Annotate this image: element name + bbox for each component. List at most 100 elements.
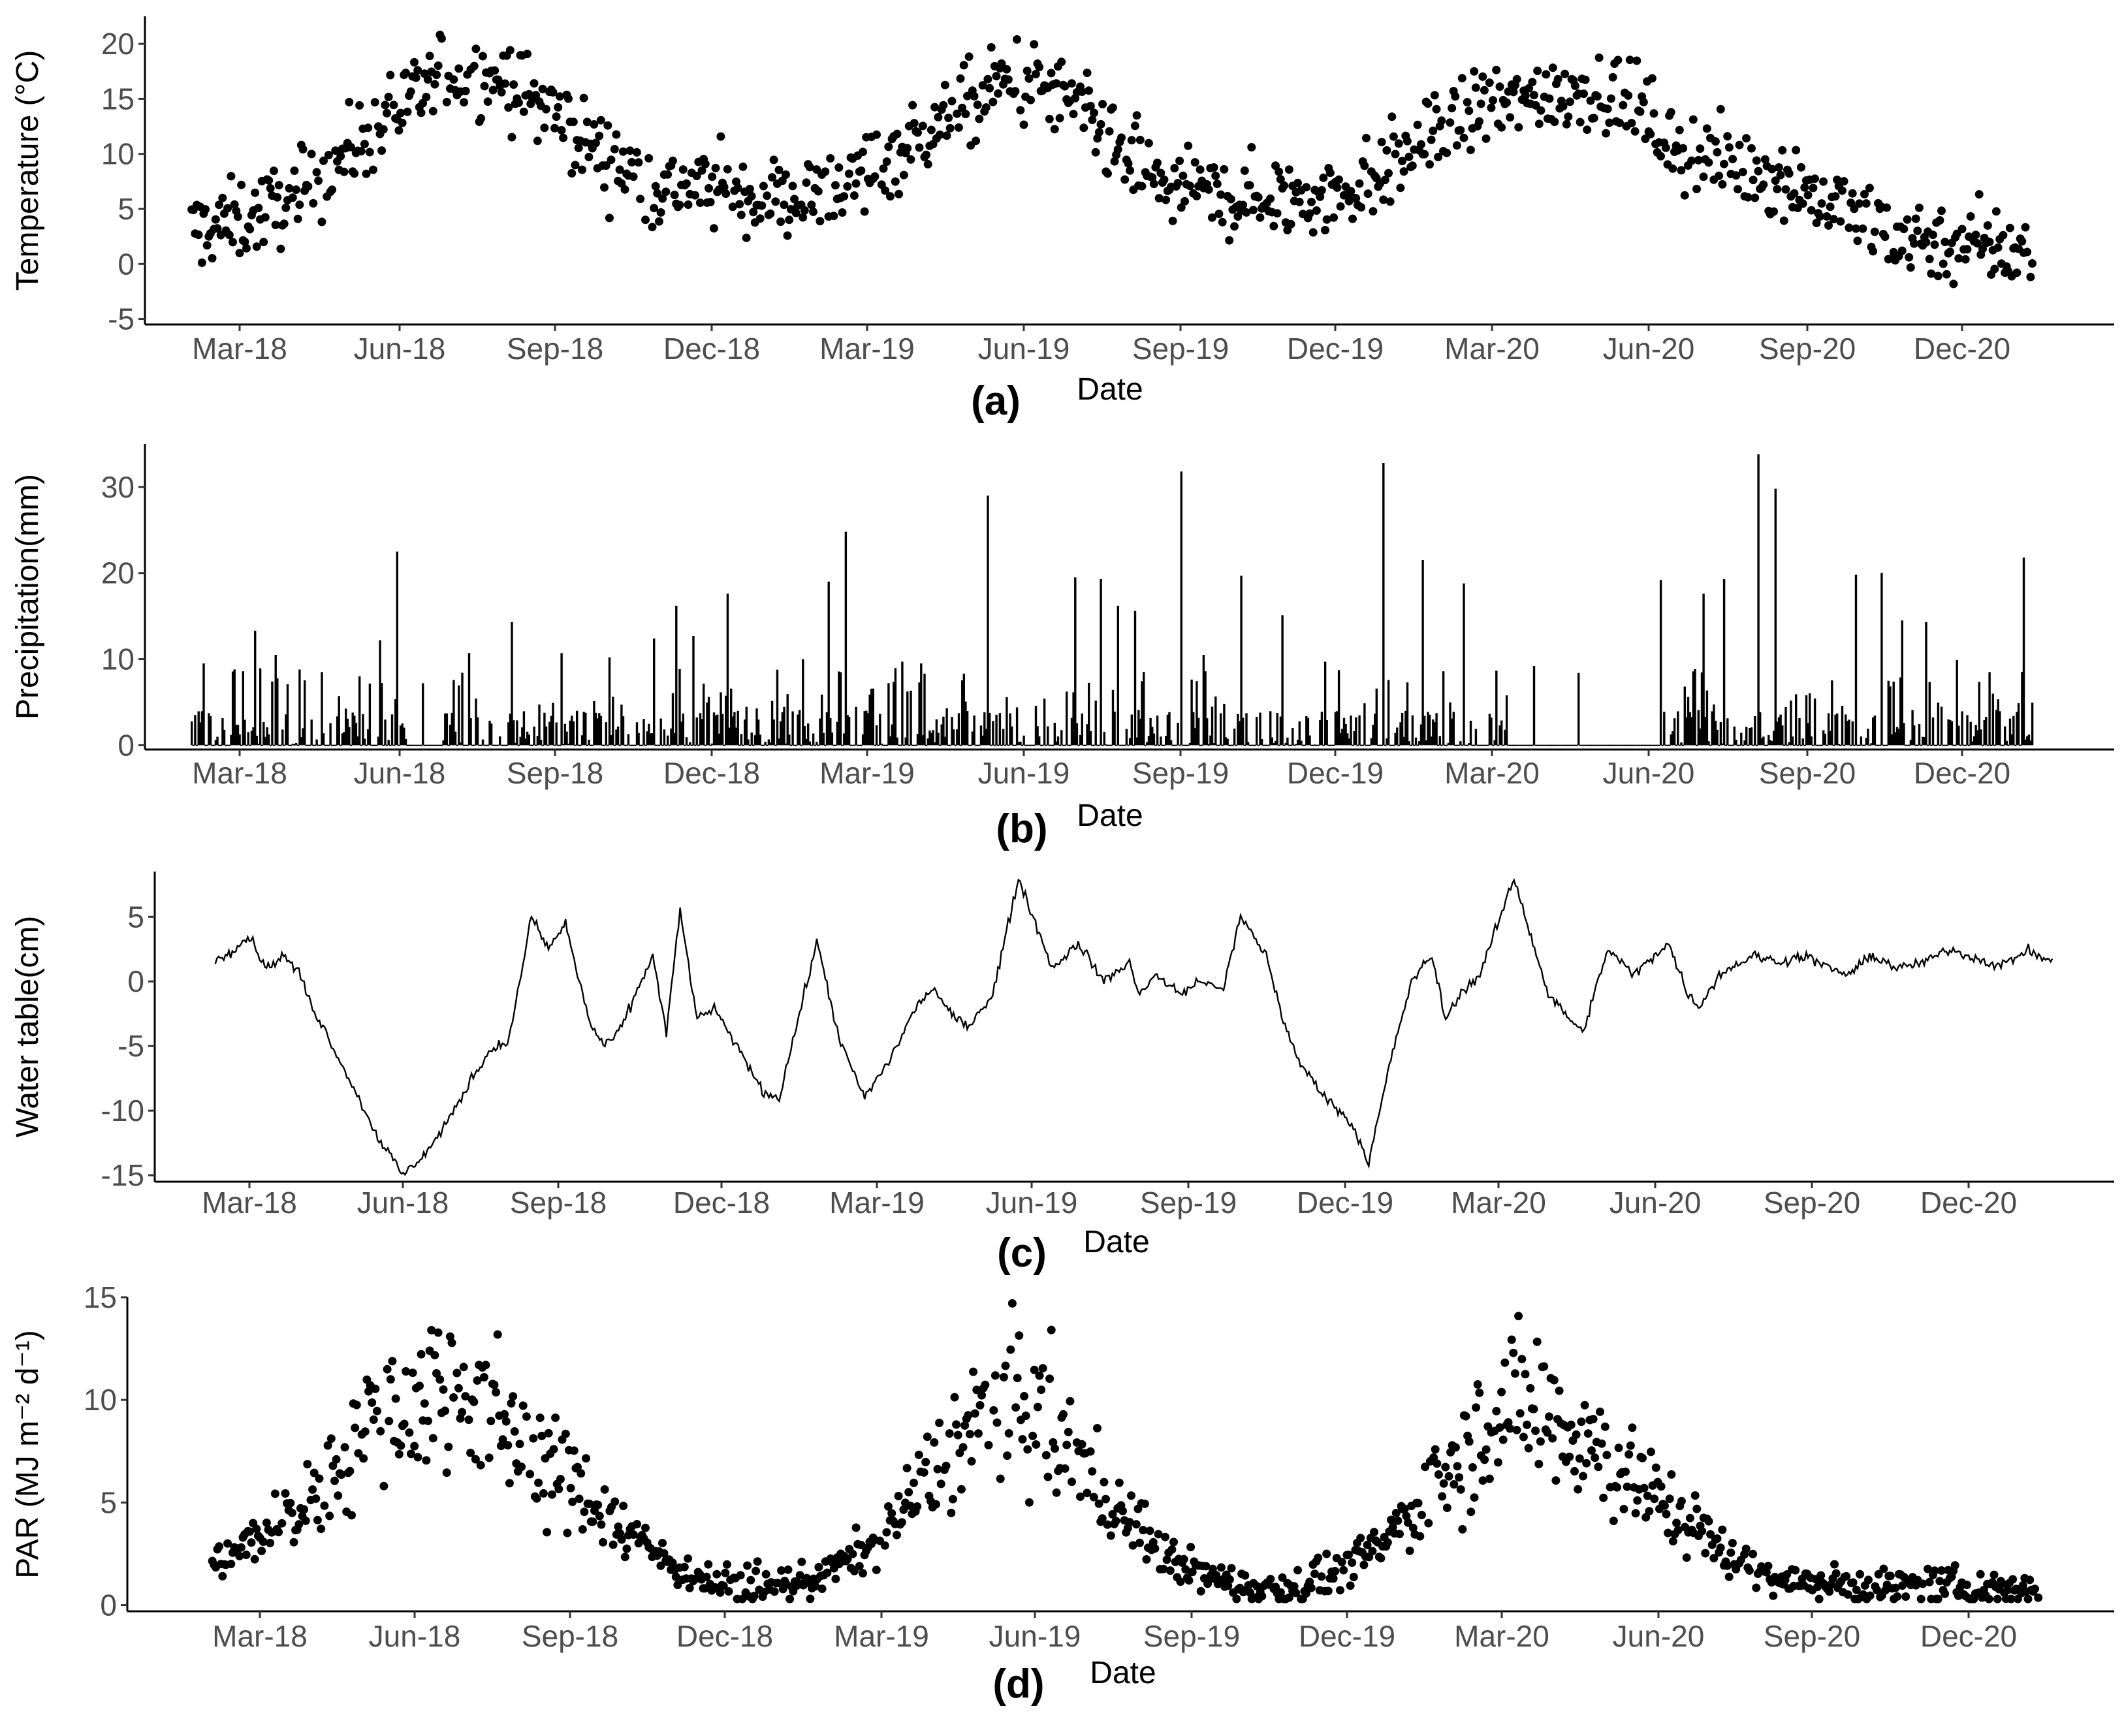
precip-bar xyxy=(668,744,671,746)
data-point xyxy=(1949,279,1958,289)
data-point xyxy=(1013,35,1021,44)
data-point xyxy=(1085,86,1094,95)
precip-bar xyxy=(1740,733,1743,746)
data-point xyxy=(859,148,867,157)
precip-bar xyxy=(360,744,362,746)
precip-bar xyxy=(839,672,842,746)
precip-bar xyxy=(1132,744,1135,746)
data-point xyxy=(934,113,943,121)
precip-bar xyxy=(1199,744,1201,746)
precip-bar xyxy=(1651,744,1654,746)
data-point xyxy=(2023,247,2032,257)
data-point xyxy=(422,93,431,102)
data-point xyxy=(394,126,404,135)
precip-bar xyxy=(1295,744,1297,746)
data-point xyxy=(1207,213,1216,222)
data-point xyxy=(351,1423,360,1432)
precip-bar xyxy=(495,744,498,746)
precip-bar xyxy=(238,734,241,746)
data-point xyxy=(286,1498,295,1507)
precip-bar xyxy=(1175,744,1178,746)
data-point xyxy=(1016,106,1025,115)
data-point xyxy=(831,181,840,190)
precip-bar xyxy=(1221,744,1224,746)
precip-bar xyxy=(618,744,621,746)
precip-bar xyxy=(1878,744,1881,746)
data-point xyxy=(1363,189,1372,198)
data-point xyxy=(1110,157,1119,166)
precip-bar xyxy=(627,734,630,746)
data-point xyxy=(1773,185,1782,194)
precip-bar xyxy=(1403,736,1405,746)
data-point xyxy=(293,214,302,223)
data-point xyxy=(1472,1403,1481,1412)
data-point xyxy=(746,1575,755,1585)
precip-bar xyxy=(690,744,693,746)
data-point xyxy=(1962,1581,1971,1589)
data-point xyxy=(1442,1504,1451,1512)
precip-bar xyxy=(1375,688,1378,746)
precip-bar xyxy=(353,716,356,746)
data-point xyxy=(1470,67,1479,76)
precip-bar xyxy=(343,731,345,746)
data-point xyxy=(197,258,206,267)
data-point xyxy=(1093,1424,1102,1432)
precip-bar xyxy=(1399,722,1402,746)
data-point xyxy=(855,1562,864,1571)
precip-bar xyxy=(1630,744,1633,746)
data-point xyxy=(695,198,705,207)
precip-bar xyxy=(381,683,383,746)
data-point xyxy=(710,1583,720,1592)
data-point xyxy=(783,231,792,240)
data-point xyxy=(532,1494,541,1503)
data-point xyxy=(1391,1509,1401,1517)
data-point xyxy=(1850,204,1859,213)
data-point xyxy=(1498,1435,1508,1444)
data-point xyxy=(1167,1545,1177,1554)
precip-bar xyxy=(1668,744,1671,746)
precip-bar xyxy=(714,716,717,746)
precip-bar xyxy=(1089,731,1092,746)
data-point xyxy=(312,168,321,177)
precip-bar xyxy=(624,744,626,746)
precip-bar xyxy=(1766,744,1768,746)
precip-bar xyxy=(286,684,289,746)
data-point xyxy=(1626,1441,1635,1450)
precip-bar xyxy=(543,712,546,746)
data-point xyxy=(403,107,412,116)
data-point xyxy=(609,1540,618,1549)
data-point xyxy=(213,224,222,233)
data-point xyxy=(636,195,645,204)
data-point xyxy=(1333,183,1342,192)
data-point xyxy=(202,241,212,250)
precip-bar xyxy=(288,744,291,746)
data-point xyxy=(1633,1496,1642,1505)
data-point xyxy=(1220,165,1229,174)
data-point xyxy=(346,142,355,151)
data-point xyxy=(658,194,667,203)
data-point xyxy=(1602,1451,1611,1460)
precip-bar xyxy=(1064,744,1066,746)
precip-bar xyxy=(1906,744,1909,746)
data-point xyxy=(1836,217,1845,226)
precip-bar xyxy=(480,744,483,746)
precip-bar xyxy=(404,738,407,746)
data-point xyxy=(653,189,662,198)
precip-bar xyxy=(209,716,212,746)
precip-bar xyxy=(1308,735,1311,746)
data-point xyxy=(227,1560,236,1568)
data-point xyxy=(1387,1515,1395,1524)
precip-bar xyxy=(816,742,818,746)
precip-bar xyxy=(866,713,870,746)
data-point xyxy=(1583,1429,1593,1438)
data-point xyxy=(365,148,374,157)
data-point xyxy=(1946,247,1955,257)
data-point xyxy=(240,237,249,246)
precip-bar xyxy=(1009,713,1011,746)
precip-bar xyxy=(766,744,769,746)
data-point xyxy=(1559,102,1568,111)
precip-bar xyxy=(1288,744,1291,746)
precip-bar xyxy=(244,719,246,746)
precip-bar xyxy=(1947,719,1950,746)
y-tick-label: 5 xyxy=(100,1485,117,1519)
